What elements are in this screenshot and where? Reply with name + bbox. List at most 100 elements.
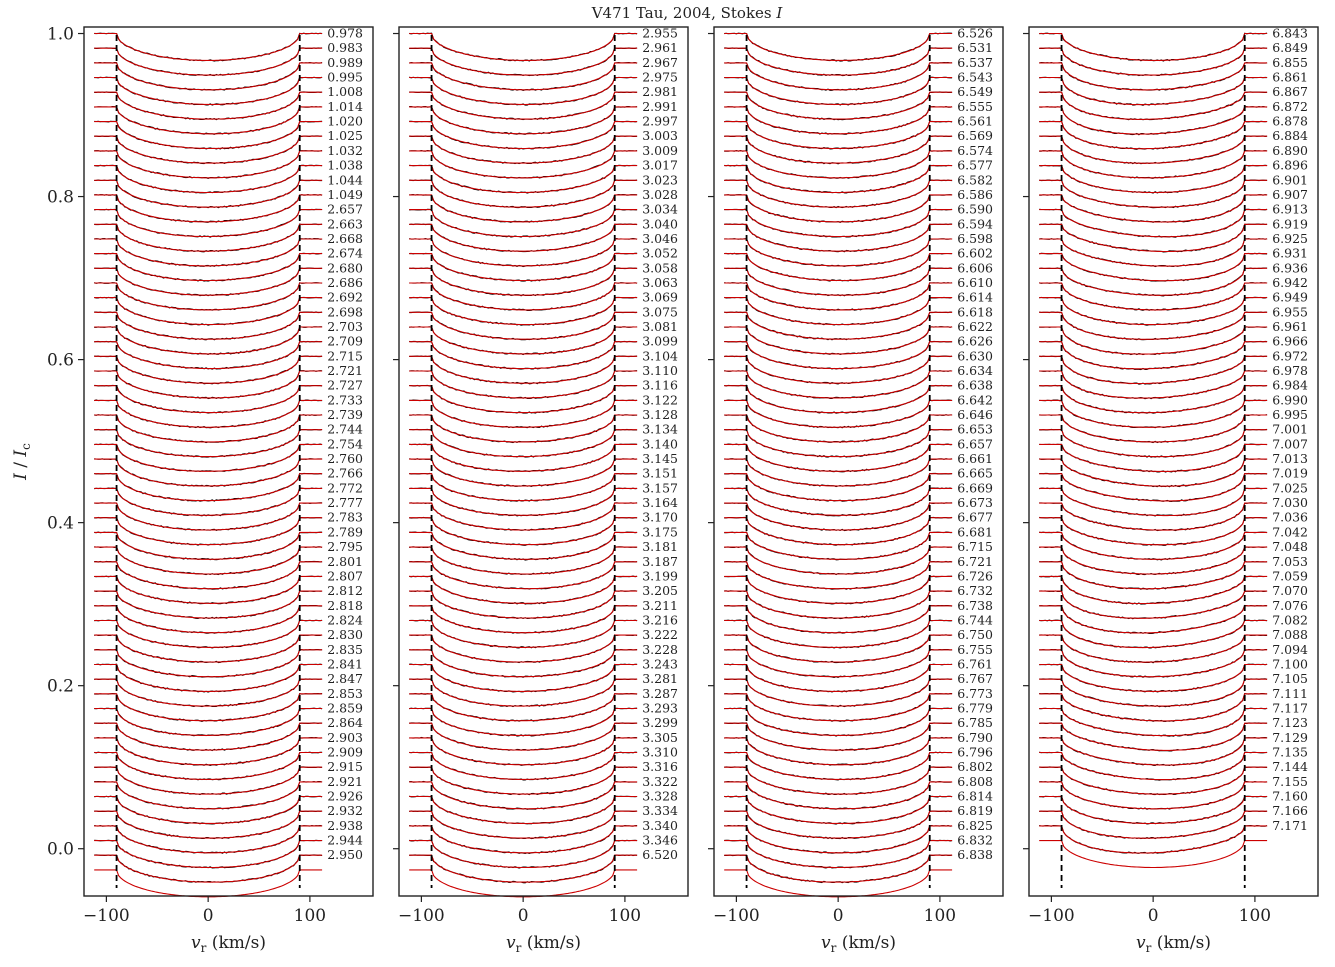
model-profile [724,443,953,472]
phase-label: 7.100 [1272,656,1308,671]
model-profile [94,179,323,208]
model-profile [94,91,323,120]
phase-label: 3.081 [642,319,678,334]
model-profile [94,473,323,502]
phase-label: 7.166 [1272,803,1308,818]
phase-label: 7.105 [1272,671,1308,686]
model-profile [94,619,323,648]
observed-profile [1039,91,1268,121]
model-profile [724,575,953,604]
phase-label: 2.909 [327,745,363,760]
phase-label: 7.094 [1272,642,1308,657]
model-profile [1039,385,1268,414]
model-profile [409,297,638,326]
observed-profile [1039,472,1268,503]
model-profile [409,825,638,854]
y-tick-label: 1.0 [47,25,74,45]
model-profile [409,517,638,546]
model-profile [409,370,638,399]
model-profile [1039,341,1268,370]
phase-label: 1.008 [327,84,363,99]
model-profile [409,561,638,590]
panel-1: 0.9780.9830.9890.9951.0081.0141.0201.025… [47,25,374,955]
x-tick-label: −100 [83,906,130,926]
observed-profile [1039,575,1268,605]
model-profile [724,869,953,898]
phase-label: 6.561 [957,114,993,129]
model-profile [1039,429,1268,458]
phase-label: 2.944 [327,833,363,848]
phase-label: 6.594 [957,216,993,231]
observed-profile [1039,223,1268,253]
model-profile [94,531,323,560]
panel-frame [713,26,1004,897]
y-tick-label: 0.0 [47,840,74,860]
phase-label: 6.949 [1272,290,1308,305]
model-profile [1039,253,1268,282]
panel-frame [1028,26,1319,897]
model-profile [94,209,323,238]
model-profile [409,165,638,194]
panel-3: 6.5266.5316.5376.5436.5496.5556.5616.569… [708,26,1004,955]
observed-profile [1039,208,1268,238]
model-profile [409,179,638,208]
panel-4: 6.8436.8496.8556.8616.8676.8726.8786.884… [1023,26,1319,955]
title-main: V471 Tau, 2004, Stokes [591,4,777,22]
y-tick-label: 0.8 [47,188,74,208]
x-axis-label: vr (km/s) [1136,933,1211,955]
phase-label: 2.835 [327,642,363,657]
model-profile [724,150,953,179]
phase-label: 3.310 [642,745,678,760]
model-profile [94,311,323,340]
model-profile [94,502,323,531]
phase-label: 2.663 [327,216,363,231]
model-profile [724,121,953,150]
model-profile [1039,487,1268,517]
phase-label: 2.921 [327,774,363,789]
phase-label: 2.703 [327,319,363,334]
model-profile [1039,766,1268,795]
phase-label: 7.123 [1272,715,1308,730]
model-profile [409,649,638,678]
model-profile [409,91,638,120]
model-profile [724,487,953,516]
phase-label: 2.760 [327,451,363,466]
model-profile [94,766,323,795]
model-profile [724,634,953,663]
phase-label: 2.955 [642,26,678,41]
phase-label: 6.526 [957,26,993,41]
model-profile [94,341,323,370]
phase-label: 6.618 [957,304,993,319]
model-profile [724,561,953,590]
phase-label: 6.802 [957,759,993,774]
model-profile [409,605,638,634]
phase-label: 2.932 [327,803,363,818]
model-profile [409,76,638,106]
observed-profile [1039,487,1268,517]
phase-label: 7.042 [1272,524,1308,539]
model-profile [724,165,953,194]
phase-label: 3.328 [642,789,678,804]
model-profile [94,840,323,869]
phase-label: 6.907 [1272,187,1308,202]
model-profile [724,678,953,707]
observed-profile [1039,311,1268,341]
phase-label: 6.638 [957,378,993,393]
phase-label: 3.305 [642,730,678,745]
model-profile [724,781,953,810]
model-profile [94,678,323,707]
phase-label: 3.340 [642,818,678,833]
model-profile [724,355,953,384]
model-profile [94,370,323,399]
phase-label: 6.634 [957,363,993,378]
phase-label: 2.709 [327,334,363,349]
x-axis-label: vr (km/s) [506,933,581,955]
model-profile [409,355,638,384]
y-tick-label: 0.4 [47,514,74,534]
model-profile [94,751,323,780]
model-profile [1039,517,1268,546]
model-profile [1039,663,1268,692]
phase-label: 6.855 [1272,55,1308,70]
model-profile [1039,311,1268,340]
x-tick-label: 0 [518,906,529,926]
